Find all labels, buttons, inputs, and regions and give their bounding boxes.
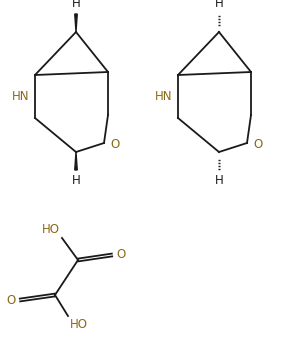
Text: O: O — [253, 139, 262, 151]
Text: HO: HO — [42, 223, 60, 236]
Text: O: O — [110, 139, 119, 151]
Polygon shape — [75, 14, 77, 32]
Polygon shape — [75, 152, 77, 170]
Text: H: H — [72, 0, 80, 10]
Text: HN: HN — [12, 90, 29, 103]
Text: HN: HN — [155, 90, 172, 103]
Text: H: H — [215, 0, 223, 10]
Text: H: H — [215, 174, 223, 187]
Text: O: O — [116, 248, 125, 261]
Text: H: H — [72, 174, 80, 187]
Text: O: O — [7, 294, 16, 307]
Text: HO: HO — [70, 318, 88, 331]
